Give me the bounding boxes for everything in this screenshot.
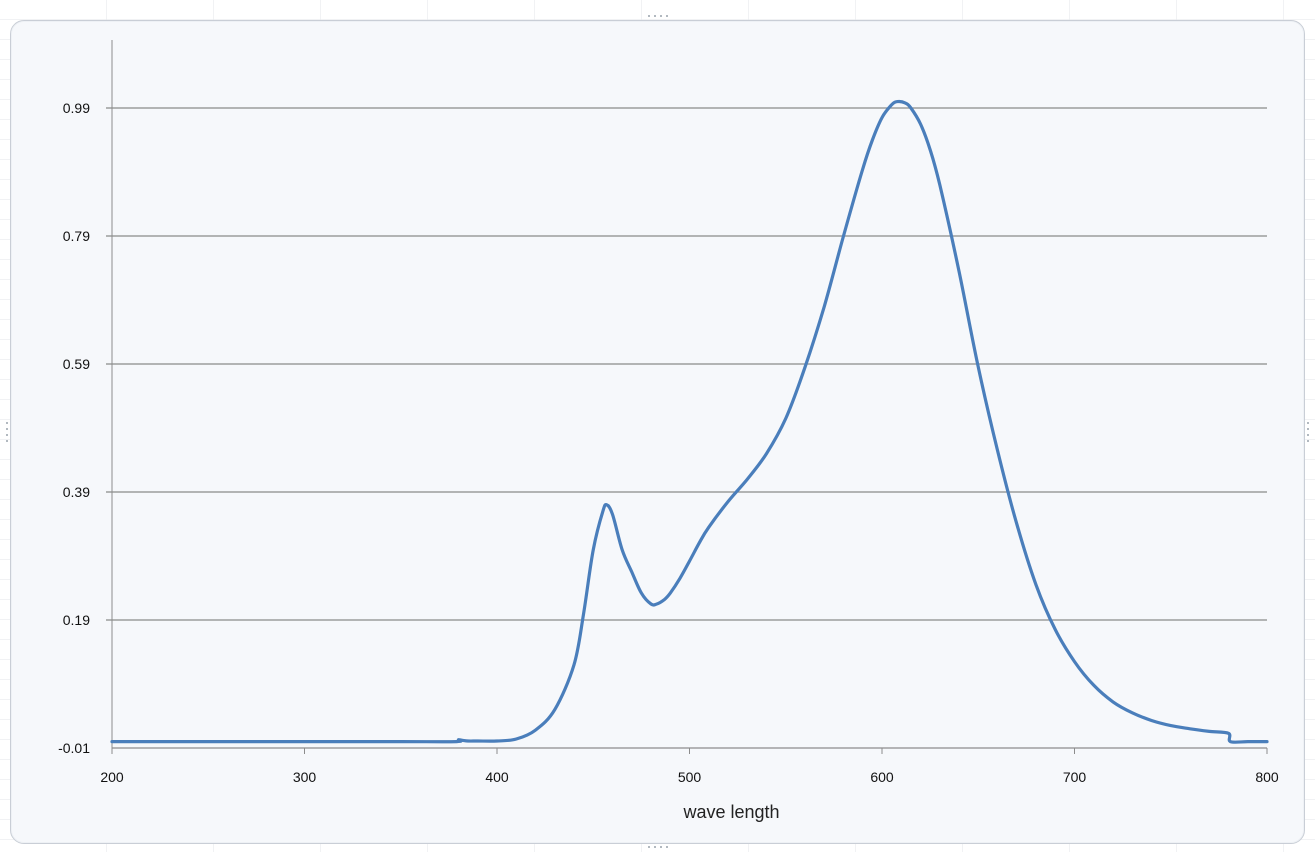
x-axis-ticks: 200 300 400 500 600 700 800 — [100, 748, 1279, 785]
x-tick-label: 200 — [100, 769, 124, 785]
y-tick-label: -0.01 — [58, 740, 90, 756]
resize-handle-top[interactable] — [643, 13, 673, 19]
y-tick-label: 0.79 — [63, 228, 90, 244]
y-tick-label: 0.39 — [63, 484, 90, 500]
resize-handle-bottom[interactable] — [643, 844, 673, 850]
x-tick-label: 300 — [293, 769, 317, 785]
x-axis-title: wave length — [682, 802, 779, 822]
x-tick-label: 700 — [1063, 769, 1087, 785]
resize-handle-left[interactable] — [4, 417, 10, 447]
y-axis-ticks: -0.01 0.19 0.39 0.59 0.79 0.99 — [58, 100, 90, 756]
x-tick-label: 800 — [1255, 769, 1279, 785]
x-tick-label: 600 — [870, 769, 894, 785]
gridlines — [106, 107, 1267, 749]
x-tick-label: 500 — [678, 769, 702, 785]
series-line-1 — [110, 99, 1269, 744]
resize-handle-right[interactable] — [1305, 417, 1311, 447]
y-tick-label: 0.59 — [63, 356, 90, 372]
series-layer — [110, 99, 1269, 744]
y-tick-label: 0.19 — [63, 612, 90, 628]
chart-area[interactable] — [10, 20, 1305, 844]
x-tick-label: 400 — [485, 769, 509, 785]
y-tick-label: 0.99 — [63, 100, 90, 116]
